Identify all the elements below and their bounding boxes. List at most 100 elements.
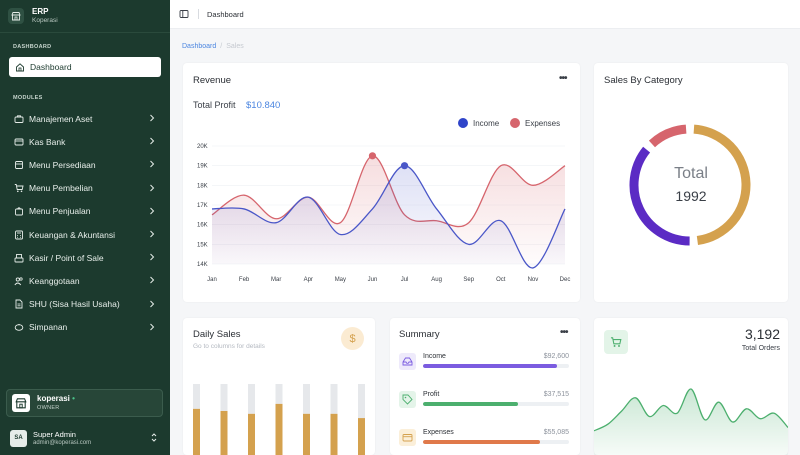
brand[interactable]: ERP Koperasi (8, 5, 58, 27)
summary-row-expenses: Expenses $55,085 (399, 429, 569, 451)
user-menu[interactable]: SA Super Admin admin@koperasi.com (10, 428, 162, 448)
card-title: Daily Sales (193, 329, 241, 340)
organization-switcher[interactable]: koperasi • OWNER (6, 389, 163, 417)
daily-sales-chart (193, 384, 365, 455)
series-area-income (212, 165, 565, 268)
chevron-right-icon (150, 161, 155, 168)
breadcrumb-current: Sales (226, 43, 244, 50)
x-tick-label: Sep (463, 277, 474, 283)
data-marker-expenses (368, 152, 377, 160)
x-tick-label: Apr (304, 277, 313, 283)
summary-row-profit: Profit $37,515 (399, 391, 569, 413)
sidebar-item-label: Manajemen Aset (29, 113, 93, 124)
sidebar-item-label: Menu Persediaan (29, 159, 96, 170)
sidebar-item-label: Keanggotaan (29, 275, 80, 286)
user-email: admin@koperasi.com (33, 439, 92, 446)
bar (220, 410, 228, 455)
org-role: OWNER (37, 405, 60, 411)
bar (330, 413, 338, 455)
progress-fill (423, 440, 540, 444)
total-orders-card: 3,192 Total Orders (594, 318, 788, 455)
sidebar-item-kasir-pos[interactable]: Kasir / Point of Sale (9, 246, 161, 269)
bag-icon (15, 207, 23, 216)
sidebar-item-label: Dashboard (30, 62, 72, 72)
y-tick-label: 18K (197, 183, 208, 189)
card-title: Revenue (193, 75, 232, 86)
sidebar-item-label: Kasir / Point of Sale (29, 252, 104, 263)
donut-center-value: 1992 (675, 188, 707, 204)
sidebar-item-label: Keuangan & Akuntansi (29, 229, 116, 240)
total-orders-label: Total Orders (741, 345, 780, 352)
bar-background (275, 384, 283, 404)
legend-income[interactable]: Income (458, 118, 499, 128)
summary-value: $37,515 (543, 391, 569, 398)
cart-icon (14, 184, 24, 193)
online-status-dot: • (72, 394, 75, 403)
card-title: Summary (399, 329, 440, 340)
sidebar-item-menu-persediaan[interactable]: Menu Persediaan (9, 153, 161, 176)
sidebar-item-label: Simpanan (29, 322, 68, 333)
legend-label: Income (473, 118, 500, 128)
chevron-right-icon (150, 230, 155, 238)
bar (193, 408, 200, 455)
total-orders-chart (594, 388, 788, 455)
breadcrumb-link-dashboard[interactable]: Dashboard (182, 43, 217, 50)
y-tick-label: 17K (197, 203, 208, 209)
legend-swatch (510, 118, 520, 128)
summary-value: $55,085 (543, 429, 569, 436)
chevron-right-icon (150, 300, 155, 307)
home-icon (16, 63, 24, 72)
chevron-right-icon (150, 137, 155, 145)
tag-icon (399, 391, 416, 408)
bar-background (248, 384, 255, 414)
donut-slice (629, 146, 690, 246)
total-profit-label: Total Profit (193, 100, 236, 110)
chevron-right-icon (150, 184, 155, 191)
bar (275, 403, 283, 455)
donut-slice (648, 124, 687, 148)
sidebar-item-keanggotaan[interactable]: Keanggotaan (9, 269, 161, 292)
y-tick-label: 15K (197, 242, 208, 248)
sidebar-item-keuangan-akuntansi[interactable]: Keuangan & Akuntansi (9, 223, 161, 246)
sidebar-item-dashboard[interactable]: Dashboard (9, 57, 161, 77)
summary-label: Income (423, 353, 446, 360)
store-icon (8, 8, 24, 24)
sidebar-item-menu-penjualan[interactable]: Menu Penjualan (9, 200, 161, 223)
breadcrumb-separator: / (220, 43, 223, 50)
revenue-card: Revenue ••• Total Profit $10.840 Income … (183, 63, 580, 302)
bar (303, 413, 310, 455)
card-subtitle: Go to columns for details (193, 343, 265, 350)
progress-fill (423, 364, 558, 368)
dollar-icon: $ (341, 327, 364, 350)
sidebar-item-shu[interactable]: SHU (Sisa Hasil Usaha) (9, 293, 161, 316)
series-line-income (211, 165, 566, 269)
brand-subtitle: Koperasi (32, 17, 58, 24)
sidebar-item-simpanan[interactable]: Simpanan (9, 316, 161, 339)
total-orders-value: 3,192 (744, 326, 780, 342)
sidebar-item-label: Menu Pembelian (29, 183, 93, 194)
revenue-chart: 14K 15K 16K 17K 18K 19K 20K Jan Feb Mar Apr May Jun J… (197, 144, 570, 283)
orders-line (594, 388, 788, 432)
x-tick-label: Jan (207, 277, 217, 283)
category-donut-chart (629, 124, 751, 246)
credit-card-icon (399, 429, 416, 446)
sidebar-item-manajemen-aset[interactable]: Manajemen Aset (9, 107, 161, 130)
legend-label: Expenses (525, 118, 561, 128)
legend-swatch (458, 118, 468, 128)
more-horizontal-icon[interactable]: ••• (560, 327, 568, 338)
summary-row-income: Income $92,600 (399, 353, 569, 375)
more-horizontal-icon[interactable]: ••• (559, 73, 567, 84)
x-tick-label: Mar (271, 277, 281, 283)
chevron-right-icon (150, 253, 155, 261)
sidebar: ERP Koperasi DASHBOARD Dashboard MODULES… (0, 0, 170, 455)
sidebar-item-label: SHU (Sisa Hasil Usaha) (29, 299, 120, 310)
sidebar-item-menu-pembelian[interactable]: Menu Pembelian (9, 177, 161, 200)
sidebar-toggle-icon[interactable] (179, 9, 189, 19)
sidebar-divider (0, 32, 170, 33)
x-tick-label: May (335, 277, 346, 283)
bar (358, 418, 365, 455)
sidebar-item-kas-bank[interactable]: Kas Bank (9, 130, 161, 153)
progress-track (423, 364, 569, 368)
series-line-expenses (211, 155, 566, 228)
legend-expenses[interactable]: Expenses (510, 118, 560, 128)
